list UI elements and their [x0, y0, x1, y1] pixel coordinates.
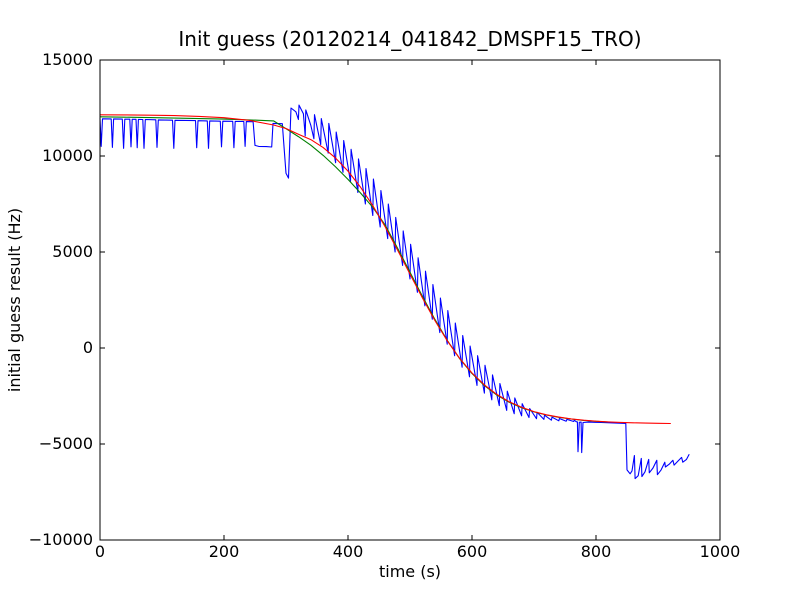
series-measured-line: [99, 104, 690, 480]
axis-tick-labels: 0 200 400 600 800 1000 −10000 −5000 0 5000 10000 15…: [29, 50, 741, 561]
y-tick-label: 5000: [52, 242, 93, 261]
series-fit-line: [99, 114, 671, 425]
x-axis-label: time (s): [379, 562, 441, 581]
x-tick-label: 0: [95, 542, 105, 561]
y-tick-label: 10000: [42, 146, 93, 165]
plot-title: Init guess (20120214_041842_DMSPF15_TRO): [178, 27, 641, 51]
axes-frame: [99, 59, 721, 541]
y-tick-label: 0: [83, 338, 93, 357]
x-tick-label: 400: [333, 542, 364, 561]
y-tick-label: −5000: [39, 434, 93, 453]
x-tick-label: 1000: [700, 542, 741, 561]
y-tick-label: 15000: [42, 50, 93, 69]
series-group: [99, 104, 690, 480]
y-axis-label: initial guess result (Hz): [5, 208, 24, 392]
x-tick-label: 800: [581, 542, 612, 561]
y-tick-label: −10000: [29, 530, 93, 549]
x-tick-label: 200: [209, 542, 240, 561]
x-tick-label: 600: [457, 542, 488, 561]
series-init-guess-line: [99, 116, 609, 423]
